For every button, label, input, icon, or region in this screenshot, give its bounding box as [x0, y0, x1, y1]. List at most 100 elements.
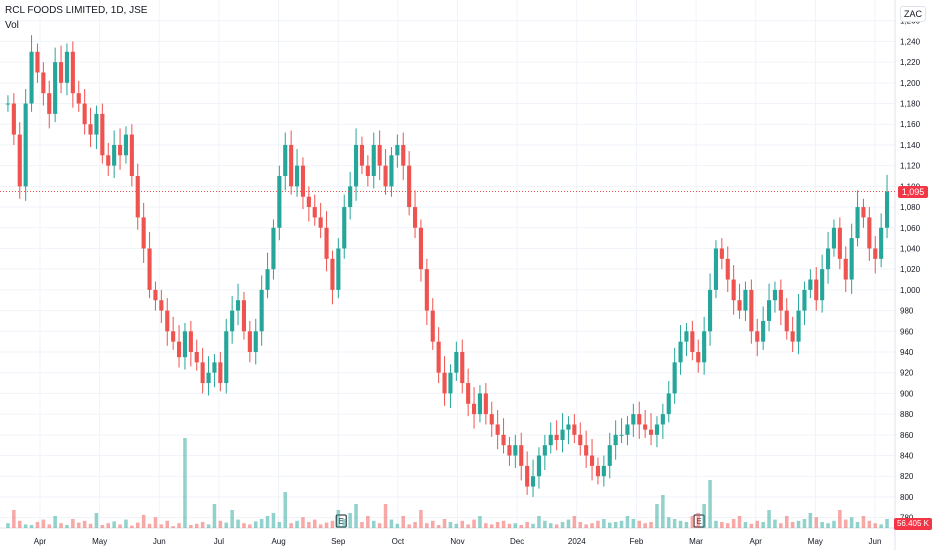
candle-body [371, 144, 376, 176]
volume-bar [714, 520, 718, 528]
volume-bar [17, 520, 22, 528]
volume-bar [283, 492, 288, 528]
y-tick-label: 900 [900, 389, 914, 398]
candle-body [542, 445, 547, 456]
volume-bar [578, 522, 583, 528]
volume-bar [377, 523, 382, 528]
volume-bar [29, 525, 34, 528]
candle-body [495, 424, 500, 435]
symbol-title: RCL FOODS LIMITED, 1D, JSE [5, 5, 148, 16]
currency-button[interactable]: ZAC [900, 6, 926, 22]
volume-bar [41, 519, 46, 528]
volume-bar [649, 522, 653, 528]
volume-bar [513, 523, 518, 528]
volume-bar [478, 516, 482, 528]
candle-body [17, 134, 22, 187]
candle-body [389, 155, 394, 187]
volume-bar [755, 520, 760, 528]
candle-body [35, 51, 40, 73]
volume-bar [466, 524, 470, 528]
candle-body [289, 144, 294, 187]
volume-bar [460, 520, 465, 528]
volume-bar [348, 513, 352, 528]
volume-bar [566, 519, 571, 528]
volume-bar [861, 516, 866, 528]
volume-bar [124, 519, 128, 528]
volume-bar [307, 522, 311, 528]
candle-body [648, 429, 654, 435]
y-tick-label: 940 [900, 348, 914, 357]
x-tick-label: 2024 [568, 537, 586, 546]
volume-bar [271, 513, 276, 528]
candle-body [117, 144, 123, 156]
volume-bar [672, 519, 677, 528]
volume-bar [879, 524, 883, 528]
volume-bar [678, 520, 683, 528]
volume-bar [779, 523, 783, 528]
y-tick-label: 1,060 [900, 224, 921, 233]
volume-bar [395, 523, 400, 528]
y-tick-label: 960 [900, 327, 914, 336]
candle-body [584, 445, 589, 456]
candle-body [460, 352, 465, 384]
candle-body [241, 300, 247, 332]
candle-body [643, 424, 648, 430]
volume-bar [885, 519, 889, 528]
volume-bar [265, 516, 270, 528]
candle-body [448, 372, 453, 394]
volume-bar [189, 525, 193, 528]
volume-bar [743, 522, 748, 528]
y-tick-label: 1,240 [900, 37, 921, 46]
volume-label: Vol [5, 20, 19, 31]
candle-body [660, 414, 665, 425]
volume-bar [35, 522, 40, 528]
volume-bar [790, 522, 795, 528]
volume-bar [725, 523, 730, 528]
candle-body [654, 424, 660, 435]
candle-body [613, 434, 618, 446]
candle-body [619, 434, 624, 436]
y-tick-label: 980 [900, 307, 914, 316]
candle-body [713, 248, 719, 290]
volume-bar [171, 526, 175, 528]
volume-bar [548, 523, 553, 528]
volume-bar [655, 504, 659, 528]
volume-bar [336, 510, 341, 528]
y-tick-label: 820 [900, 472, 914, 481]
volume-bar [159, 524, 164, 528]
y-tick-label: 1,220 [900, 58, 921, 67]
volume-bar [53, 516, 57, 528]
candle-body [176, 341, 182, 358]
volume-bar [537, 516, 541, 528]
volume-bar [366, 516, 370, 528]
volume-bar [796, 520, 801, 528]
candle-body [377, 144, 382, 166]
y-tick-label: 1,040 [900, 244, 921, 253]
candle-body [171, 331, 176, 342]
candle-body [837, 227, 842, 259]
candle-body [82, 103, 87, 125]
candle-body [684, 331, 689, 342]
candle-body [94, 113, 99, 135]
candle-body [601, 465, 606, 477]
candle-body [11, 103, 16, 135]
volume-bar [259, 519, 264, 528]
candle-body [212, 362, 217, 373]
volume-bar [301, 517, 305, 528]
volume-bar [253, 521, 258, 528]
candle-body [235, 300, 241, 311]
candle-body [554, 434, 559, 440]
volume-bar [94, 513, 99, 528]
candle-body [690, 331, 695, 352]
volume-bar [761, 522, 765, 528]
candle-body [725, 258, 730, 280]
candle-body [761, 320, 766, 342]
volume-bar [12, 510, 16, 528]
candle-body [483, 393, 488, 415]
candle-body [182, 331, 188, 358]
volume-bar [248, 524, 252, 528]
x-tick-label: Nov [450, 537, 464, 546]
candle-body [41, 72, 46, 94]
volume-bar [749, 523, 754, 528]
